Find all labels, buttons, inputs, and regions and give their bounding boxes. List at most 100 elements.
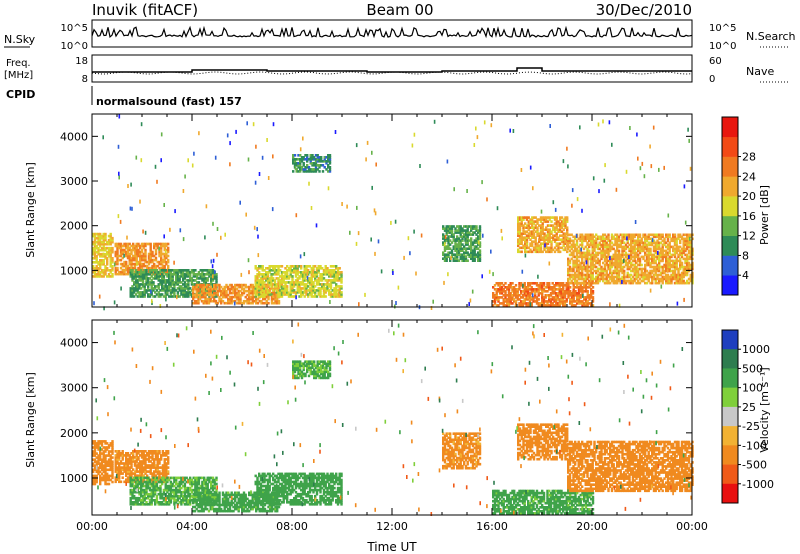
data-cell (259, 265, 263, 268)
data-cell (258, 281, 261, 284)
data-cell (682, 269, 685, 273)
data-cell (109, 232, 112, 236)
data-cell (319, 277, 322, 280)
data-cell (522, 230, 525, 233)
data-cell (589, 265, 593, 269)
data-cell (321, 283, 324, 286)
data-cell (234, 287, 237, 291)
data-cell (223, 295, 226, 299)
data-cell (99, 238, 102, 242)
speckle-cell (247, 157, 250, 162)
data-cell (129, 291, 132, 294)
data-cell (680, 277, 684, 281)
data-cell (640, 255, 643, 259)
data-cell (142, 264, 145, 268)
data-cell (261, 267, 264, 270)
data-cell (328, 293, 331, 296)
data-cell (97, 446, 100, 449)
data-cell (239, 283, 242, 287)
speckle-cell (214, 155, 217, 160)
data-cell (97, 444, 100, 447)
data-cell (132, 254, 135, 258)
data-cell (530, 296, 533, 299)
data-cell (586, 304, 589, 307)
data-cell (617, 277, 621, 281)
data-cell (598, 261, 601, 265)
data-cell (258, 271, 261, 274)
data-cell (214, 301, 218, 305)
data-cell (294, 271, 298, 274)
data-cell (605, 243, 608, 247)
data-cell (464, 257, 468, 260)
data-cell (137, 248, 140, 252)
data-cell (593, 245, 596, 249)
data-cell (568, 259, 572, 263)
colorbar-segment (722, 156, 738, 177)
data-cell (504, 296, 507, 299)
speckle-cell (415, 271, 417, 276)
data-cell (307, 158, 311, 161)
data-cell (151, 250, 154, 254)
data-cell (119, 270, 123, 274)
data-cell (588, 253, 591, 257)
data-cell (199, 269, 202, 272)
data-cell (520, 292, 523, 295)
data-cell (193, 299, 197, 303)
data-cell (134, 275, 138, 278)
data-cell (584, 298, 588, 301)
data-cell (593, 281, 596, 285)
data-cell (270, 285, 273, 288)
data-cell (258, 287, 261, 290)
data-cell (661, 271, 664, 275)
data-cell (169, 273, 173, 276)
data-cell (563, 296, 567, 299)
data-cell (313, 170, 316, 173)
data-cell (579, 290, 582, 293)
data-cell (123, 244, 126, 248)
data-cell (456, 237, 459, 240)
speckle-cell (253, 225, 256, 230)
data-cell (104, 246, 107, 250)
data-cell (659, 235, 663, 239)
data-cell (644, 247, 647, 251)
speckle-cell (204, 235, 206, 240)
data-cell (673, 275, 677, 279)
data-cell (210, 283, 213, 286)
data-cell (556, 288, 560, 291)
data-cell (584, 251, 587, 255)
data-cell (144, 244, 147, 248)
data-cell (552, 216, 555, 219)
data-cell (273, 267, 277, 270)
data-cell (140, 271, 143, 274)
data-cell (102, 269, 105, 272)
data-cell (673, 277, 677, 281)
data-cell (182, 277, 185, 280)
data-cell (633, 241, 636, 245)
data-cell (562, 296, 565, 299)
data-cell (570, 304, 574, 307)
data-cell (445, 231, 448, 234)
data-cell (682, 249, 685, 253)
data-cell (607, 249, 610, 253)
data-cell (541, 226, 544, 229)
data-cell (461, 255, 464, 258)
data-cell (175, 281, 178, 284)
data-cell (162, 271, 166, 274)
data-cell (261, 283, 264, 286)
data-cell (459, 255, 462, 258)
speckle-cell (255, 144, 257, 149)
data-cell (583, 304, 586, 307)
data-cell (286, 281, 289, 284)
data-cell (586, 277, 589, 281)
data-cell (562, 282, 565, 285)
data-cell (331, 275, 334, 278)
data-cell (136, 273, 139, 276)
data-cell (242, 299, 246, 303)
data-cell (553, 288, 556, 291)
data-cell (298, 285, 301, 288)
data-cell (129, 273, 132, 276)
data-cell (525, 296, 528, 299)
data-cell (589, 273, 593, 277)
data-cell (584, 235, 587, 239)
data-cell (633, 239, 636, 243)
